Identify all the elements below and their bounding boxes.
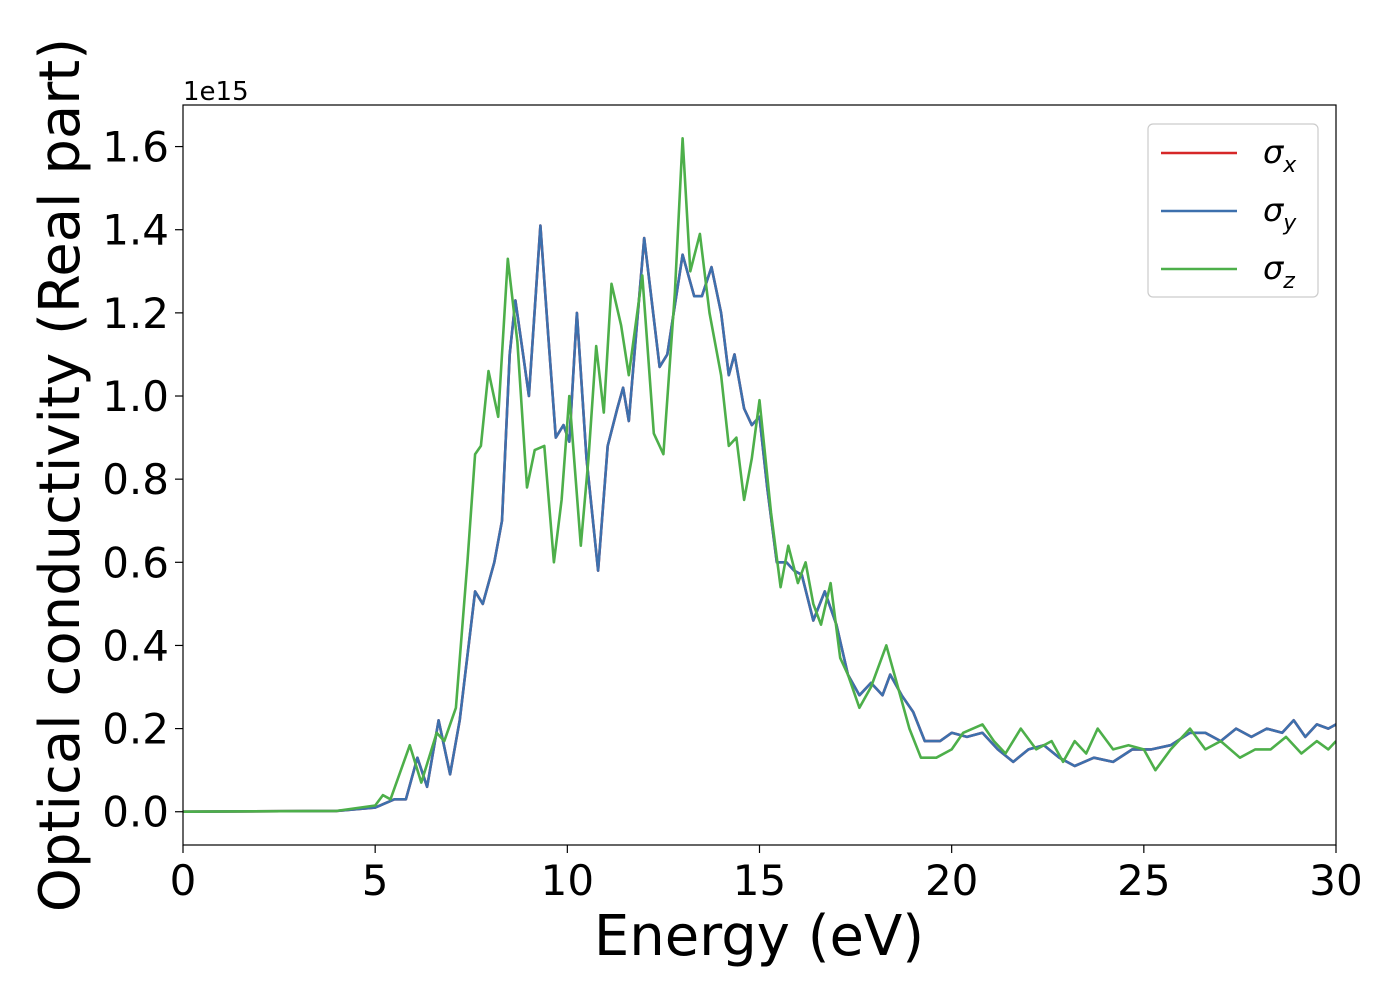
y-tick-label: 1.4 xyxy=(102,206,169,255)
legend-label-base: σ xyxy=(1263,249,1285,287)
series-line-x xyxy=(183,224,1336,813)
legend-label-subscript: y xyxy=(1282,211,1297,236)
y-tick-label: 0.4 xyxy=(102,621,169,670)
legend-label-subscript: x xyxy=(1282,153,1297,178)
x-tick-label: 30 xyxy=(1309,856,1362,905)
y-tick-label: 1.6 xyxy=(102,123,169,172)
y-tick-label: 0.6 xyxy=(102,538,169,587)
legend-label-z: σz xyxy=(1263,249,1295,294)
legend-label-subscript: z xyxy=(1282,269,1295,294)
y-tick-label: 0.2 xyxy=(102,705,169,754)
y-tick-label: 0.8 xyxy=(102,455,169,504)
series-line-y xyxy=(183,224,1336,813)
y-tick-label: 1.2 xyxy=(102,289,169,338)
y-tick-label: 0.0 xyxy=(102,788,169,837)
legend-label-base: σ xyxy=(1263,191,1285,229)
x-tick-label: 5 xyxy=(362,856,389,905)
legend-label-base: σ xyxy=(1263,133,1285,171)
x-axis: 0 5 10 15 20 25 30 xyxy=(170,845,1363,905)
legend-label-x: σx xyxy=(1263,133,1297,178)
x-tick-label: 15 xyxy=(733,856,786,905)
x-axis-label: Energy (eV) xyxy=(594,904,924,969)
offset-text: 1e15 xyxy=(183,77,249,107)
legend-label-y: σy xyxy=(1263,191,1297,236)
y-axis-label: Optical conductivity (Real part) xyxy=(28,38,93,912)
x-tick-label: 20 xyxy=(925,856,978,905)
x-tick-label: 25 xyxy=(1117,856,1170,905)
y-axis: 0.0 0.2 0.4 0.6 0.8 1.0 1.2 1.4 1.6 xyxy=(102,123,183,837)
y-tick-label: 1.0 xyxy=(102,372,169,421)
series-line-z xyxy=(183,137,1336,813)
series-layer xyxy=(183,137,1336,813)
x-tick-label: 10 xyxy=(541,856,594,905)
x-tick-label: 0 xyxy=(170,856,197,905)
